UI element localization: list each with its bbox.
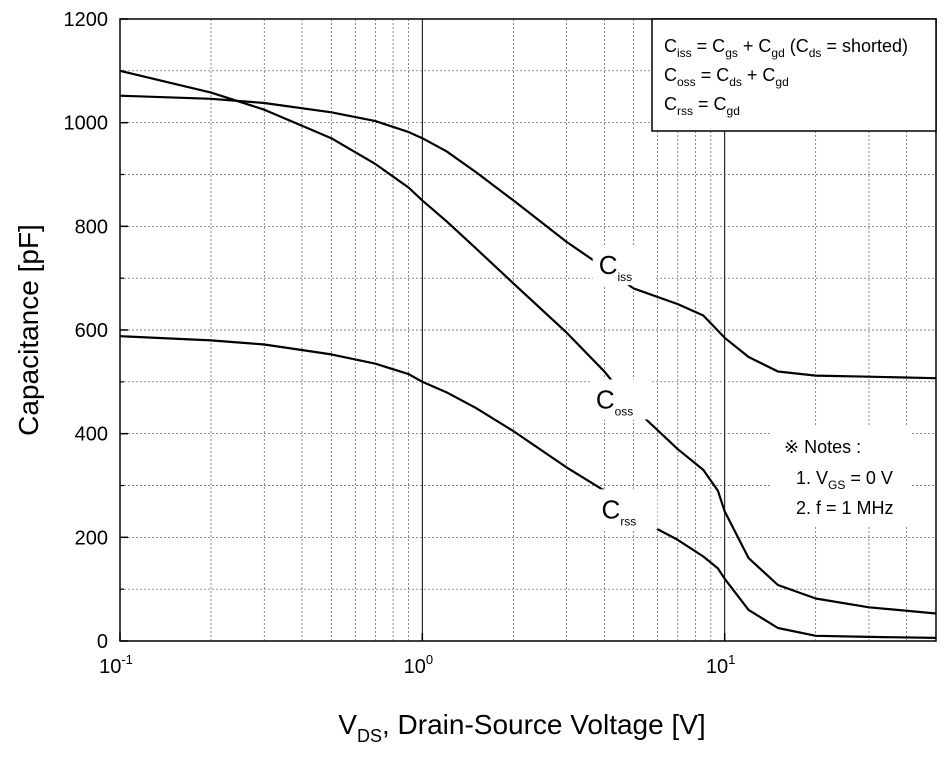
legend-box: Ciss = Cgs + Cgd (Cds = shorted) Coss = C… — [651, 18, 937, 132]
series-line-coss — [119, 69, 937, 615]
notes-backdrop — [772, 426, 912, 526]
y-tick-label: 200 — [75, 527, 108, 549]
curve-labels: Ciss Coss Crss — [589, 245, 658, 530]
curve-label-crss: Crss — [602, 494, 637, 528]
legend-line-3: Crss = Cgd — [664, 94, 740, 118]
axis-ticks: 0 200 400 600 800 1000 1200 10-1 100 101 — [64, 9, 736, 678]
y-tick-label: 1200 — [64, 9, 109, 31]
legend-line-1: Ciss = Cgs + Cgd (Cds = shorted) — [664, 36, 908, 60]
notes-line-2: 2. f = 1 MHz — [796, 498, 894, 518]
curve-label-backdrop — [595, 489, 658, 530]
series-line-ciss — [119, 94, 937, 380]
curve-label-backdrop — [589, 379, 652, 420]
curve-label-backdrop — [592, 245, 655, 286]
notes-box: ※ Notes : 1. VGS = 0 V 2. f = 1 MHz — [772, 426, 912, 526]
y-tick-label: 400 — [75, 424, 108, 446]
y-axis-title: Capacitance [pF] — [13, 224, 44, 436]
y-tick-label: 600 — [75, 320, 108, 342]
x-tick-label: 10-1 — [99, 652, 133, 678]
notes-title: ※ Notes : — [784, 437, 861, 457]
x-axis-title: VDS, Drain-Source Voltage [V] — [338, 709, 705, 746]
x-tick-label: 100 — [404, 652, 433, 678]
y-tick-label: 0 — [97, 631, 108, 653]
curve-label-ciss: Ciss — [599, 250, 632, 284]
axis-titles: VDS, Drain-Source Voltage [V] Capacitance… — [13, 224, 706, 746]
y-tick-label: 1000 — [64, 113, 109, 135]
notes-line-1: 1. VGS = 0 V — [796, 468, 893, 492]
y-tick-label: 800 — [75, 216, 108, 238]
series-line-crss — [119, 335, 937, 639]
legend-frame — [651, 18, 937, 132]
legend-line-2: Coss = Cds + Cgd — [664, 65, 789, 89]
curve-label-coss: Coss — [596, 384, 633, 418]
series-lines — [119, 69, 937, 639]
x-tick-label: 101 — [706, 652, 735, 678]
